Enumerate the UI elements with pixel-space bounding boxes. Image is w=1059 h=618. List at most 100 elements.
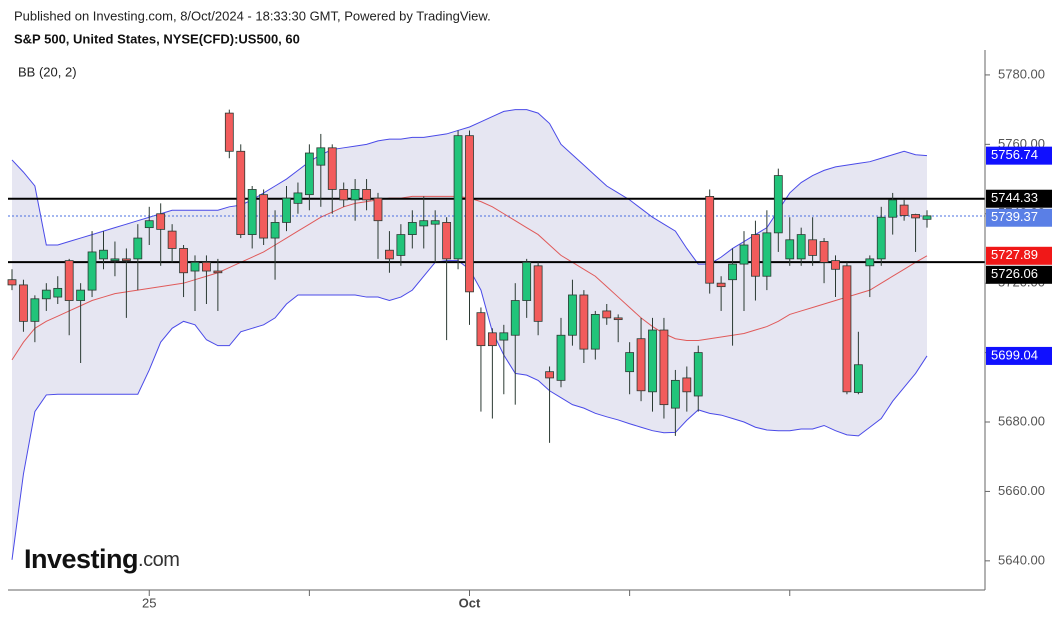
price-label-box bbox=[986, 208, 1052, 227]
candle-body bbox=[648, 329, 657, 393]
price-label-box bbox=[986, 265, 1052, 284]
candle-body bbox=[213, 270, 223, 274]
candle-body bbox=[625, 352, 635, 373]
candle-body bbox=[156, 213, 166, 230]
candle-body bbox=[87, 251, 97, 291]
candle-body bbox=[853, 364, 863, 393]
candle-body bbox=[373, 197, 383, 222]
candle-body bbox=[739, 244, 749, 265]
candle-body bbox=[339, 189, 349, 201]
candle-body bbox=[99, 249, 108, 260]
candle-body bbox=[636, 338, 646, 392]
price-label-box bbox=[986, 189, 1052, 208]
candle-body bbox=[865, 258, 875, 267]
candle-body bbox=[888, 199, 898, 218]
x-tick-label: 25 bbox=[142, 595, 156, 610]
candle-body bbox=[590, 314, 600, 350]
logo-suffix: .com bbox=[138, 549, 179, 571]
candle-body bbox=[293, 192, 303, 204]
candle-body bbox=[476, 312, 486, 347]
candle-body bbox=[876, 216, 886, 260]
candle-body bbox=[922, 215, 932, 220]
candle-body bbox=[350, 189, 360, 201]
candle-body bbox=[247, 189, 257, 235]
candle-body bbox=[76, 289, 86, 301]
logo: Investing.com bbox=[24, 544, 179, 574]
price-label: 5699.04 bbox=[991, 347, 1038, 362]
chart-title: S&P 500, United States, NYSE(CFD):US500,… bbox=[14, 31, 300, 46]
candle-body bbox=[7, 279, 17, 286]
candle-body bbox=[53, 287, 63, 298]
logo-main: Investing bbox=[24, 544, 138, 574]
candle-body bbox=[430, 220, 440, 225]
candle-body bbox=[304, 152, 314, 196]
candle-body bbox=[270, 222, 280, 239]
price-label: 5727.89 bbox=[991, 247, 1038, 262]
candle-body bbox=[899, 204, 909, 216]
candle-body bbox=[579, 294, 589, 350]
candle-body bbox=[327, 147, 337, 190]
candle-body bbox=[659, 329, 669, 406]
y-tick-label: 5780.00 bbox=[998, 66, 1045, 81]
candle-body bbox=[773, 175, 783, 234]
candle-body bbox=[751, 234, 760, 277]
candle-body bbox=[613, 317, 623, 321]
candle-body bbox=[385, 249, 394, 260]
candle-body bbox=[442, 222, 452, 260]
price-label: 5726.06 bbox=[991, 266, 1038, 281]
candle-body bbox=[705, 196, 715, 284]
candle-body bbox=[282, 197, 291, 223]
candle-body bbox=[693, 352, 703, 397]
candle-body bbox=[167, 230, 177, 249]
candle-body bbox=[30, 298, 40, 322]
candle-body bbox=[522, 261, 532, 301]
candle-body bbox=[407, 222, 417, 235]
candle-body bbox=[202, 261, 211, 272]
indicator-label: BB (20, 2) bbox=[18, 64, 77, 79]
candle-body bbox=[419, 220, 429, 227]
candle-body bbox=[453, 135, 463, 260]
candle-body bbox=[499, 332, 509, 341]
candle-body bbox=[121, 258, 131, 262]
price-label: 5756.74 bbox=[991, 147, 1038, 162]
y-tick-label: 5660.00 bbox=[998, 483, 1045, 498]
x-tick-label: Oct bbox=[459, 595, 481, 610]
candle-body bbox=[362, 189, 371, 201]
candle-body bbox=[133, 237, 143, 260]
candle-body bbox=[144, 220, 154, 229]
candle-body bbox=[762, 232, 772, 277]
candle-body bbox=[831, 260, 840, 270]
candle-body bbox=[236, 150, 246, 235]
y-tick-label: 5640.00 bbox=[998, 552, 1045, 567]
candle-body bbox=[545, 371, 554, 379]
candle-body bbox=[819, 241, 829, 263]
price-label-box bbox=[986, 246, 1052, 265]
candle-body bbox=[465, 135, 474, 293]
candle-body bbox=[568, 294, 577, 336]
candle-body bbox=[64, 260, 74, 301]
candle-body bbox=[510, 300, 520, 336]
candle-body bbox=[602, 310, 612, 319]
candle-body bbox=[911, 214, 920, 219]
price-label-box bbox=[986, 146, 1052, 165]
candle-body bbox=[316, 147, 326, 166]
candle-body bbox=[110, 258, 120, 262]
y-tick-label: 5680.00 bbox=[998, 413, 1045, 428]
candle-body bbox=[670, 379, 680, 409]
candle-body bbox=[396, 234, 406, 256]
chart-subtitle: Published on Investing.com, 8/Oct/2024 -… bbox=[14, 8, 491, 23]
candle-body bbox=[224, 112, 234, 152]
price-label: 5739.37 bbox=[991, 209, 1038, 224]
candle-body bbox=[41, 289, 51, 300]
candle-body bbox=[556, 334, 566, 381]
candle-body bbox=[179, 248, 188, 274]
candle-body bbox=[19, 284, 28, 322]
candle-body bbox=[190, 261, 200, 272]
candle-body bbox=[682, 377, 692, 393]
candle-body bbox=[716, 282, 726, 288]
candle-body bbox=[796, 234, 806, 260]
candle-body bbox=[533, 265, 543, 322]
candle-body bbox=[259, 194, 269, 239]
